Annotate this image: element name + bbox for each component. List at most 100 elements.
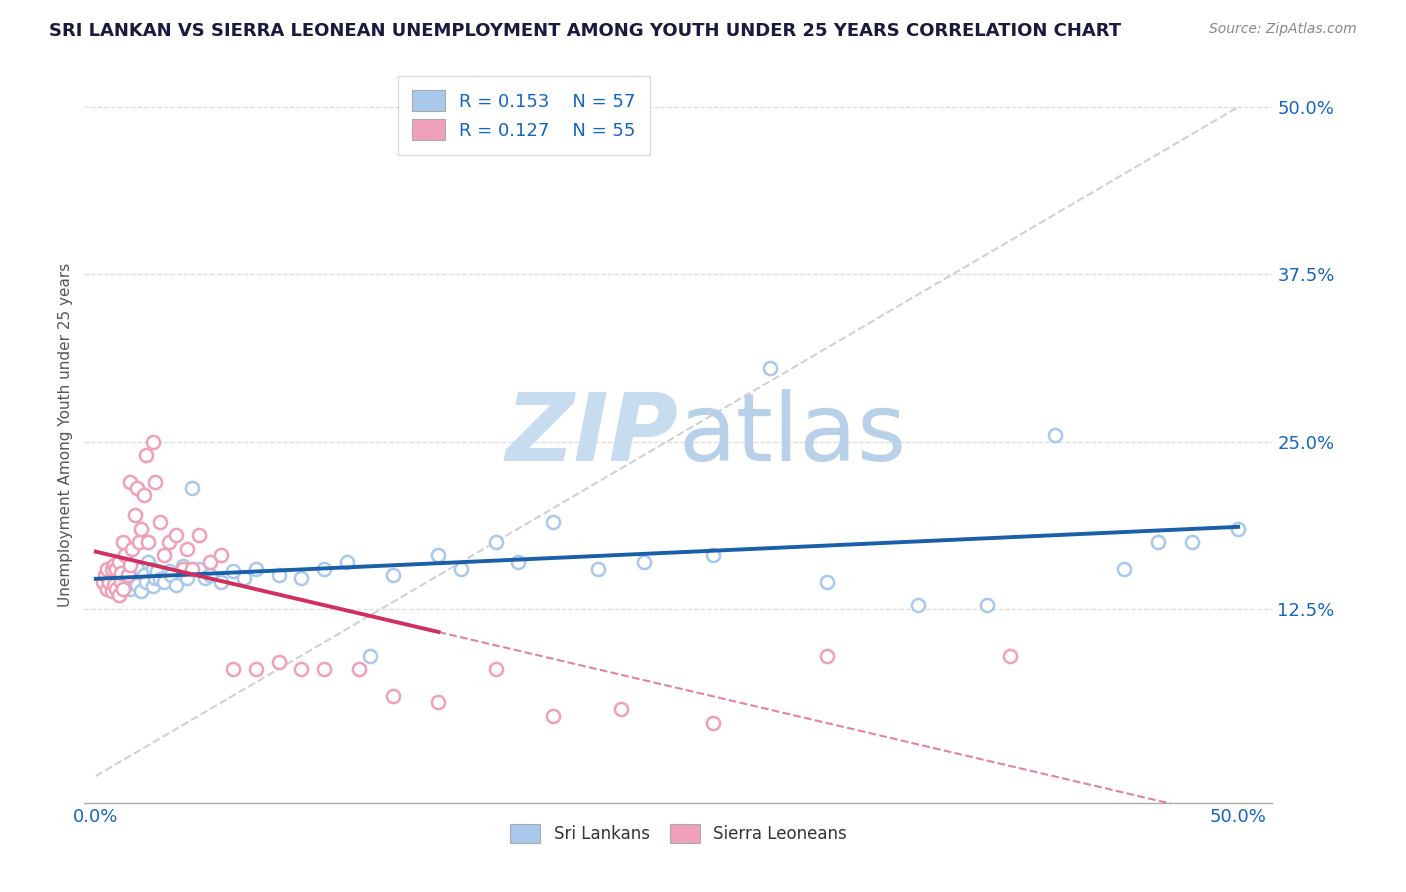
Point <box>110 574 132 589</box>
Text: Source: ZipAtlas.com: Source: ZipAtlas.com <box>1209 22 1357 37</box>
Point <box>245 562 267 576</box>
Point <box>107 589 129 603</box>
Point <box>187 562 209 576</box>
Point <box>815 574 838 589</box>
Point <box>112 574 135 589</box>
Point <box>120 558 141 572</box>
Point <box>135 574 157 589</box>
Point <box>107 589 129 603</box>
Point <box>381 689 404 703</box>
Text: ZIP: ZIP <box>506 389 679 481</box>
Point <box>142 579 165 593</box>
Point <box>180 481 202 495</box>
Point <box>101 584 124 599</box>
Point <box>107 568 129 582</box>
Point <box>107 555 129 569</box>
Point <box>96 562 118 576</box>
Point <box>1227 521 1250 535</box>
Text: atlas: atlas <box>679 389 907 481</box>
Point <box>131 521 153 535</box>
Point <box>541 708 564 723</box>
Point <box>96 582 118 596</box>
Point <box>98 574 121 589</box>
Point <box>149 573 172 587</box>
Point <box>427 696 450 710</box>
Point <box>211 548 233 563</box>
Point <box>103 558 125 572</box>
Point <box>94 568 117 582</box>
Point <box>347 662 370 676</box>
Point <box>121 566 143 580</box>
Point <box>120 475 141 489</box>
Point <box>381 568 404 582</box>
Point <box>267 655 290 669</box>
Point <box>541 515 564 529</box>
Point <box>121 541 143 556</box>
Text: SRI LANKAN VS SIERRA LEONEAN UNEMPLOYMENT AMONG YOUTH UNDER 25 YEARS CORRELATION: SRI LANKAN VS SIERRA LEONEAN UNEMPLOYMEN… <box>49 22 1122 40</box>
Point <box>165 578 187 592</box>
Point <box>142 434 165 449</box>
Point <box>1045 427 1067 442</box>
Point <box>815 648 838 663</box>
Point <box>222 565 245 579</box>
Point <box>153 574 176 589</box>
Point <box>198 568 221 582</box>
Point <box>124 508 146 523</box>
Point <box>172 558 194 574</box>
Point <box>120 571 141 585</box>
Point <box>146 565 169 579</box>
Point <box>998 648 1021 663</box>
Point <box>450 562 472 576</box>
Point <box>290 571 312 585</box>
Point <box>138 555 160 569</box>
Point <box>233 571 256 585</box>
Point <box>125 481 148 495</box>
Point <box>142 562 165 576</box>
Y-axis label: Unemployment Among Youth under 25 years: Unemployment Among Youth under 25 years <box>58 263 73 607</box>
Point <box>180 562 202 576</box>
Point <box>120 582 141 596</box>
Point <box>290 662 312 676</box>
Point <box>176 541 198 556</box>
Point <box>143 475 166 489</box>
Point <box>176 571 198 585</box>
Point <box>114 548 136 563</box>
Point <box>91 574 114 589</box>
Point <box>101 562 124 576</box>
Point <box>508 555 530 569</box>
Legend: Sri Lankans, Sierra Leoneans: Sri Lankans, Sierra Leoneans <box>503 817 853 850</box>
Point <box>1112 562 1135 576</box>
Point <box>112 534 135 549</box>
Point <box>484 534 506 549</box>
Point <box>132 488 155 502</box>
Point <box>172 562 194 576</box>
Point <box>131 584 153 599</box>
Point <box>143 571 166 585</box>
Point <box>194 571 217 585</box>
Point <box>157 565 180 579</box>
Point <box>135 448 157 462</box>
Point <box>105 562 128 576</box>
Point <box>758 360 780 375</box>
Point <box>103 578 125 592</box>
Point <box>245 662 267 676</box>
Point <box>187 528 209 542</box>
Point <box>153 548 176 563</box>
Point <box>484 662 506 676</box>
Point <box>103 574 125 589</box>
Point <box>222 662 245 676</box>
Point <box>160 568 183 582</box>
Point <box>128 534 150 549</box>
Point <box>1181 534 1204 549</box>
Point <box>198 555 221 569</box>
Point <box>149 515 172 529</box>
Point <box>314 662 336 676</box>
Point <box>110 566 132 580</box>
Point <box>588 562 610 576</box>
Point <box>125 578 148 592</box>
Point <box>138 534 160 549</box>
Point <box>96 582 118 596</box>
Point <box>336 555 359 569</box>
Point <box>427 548 450 563</box>
Point <box>633 555 655 569</box>
